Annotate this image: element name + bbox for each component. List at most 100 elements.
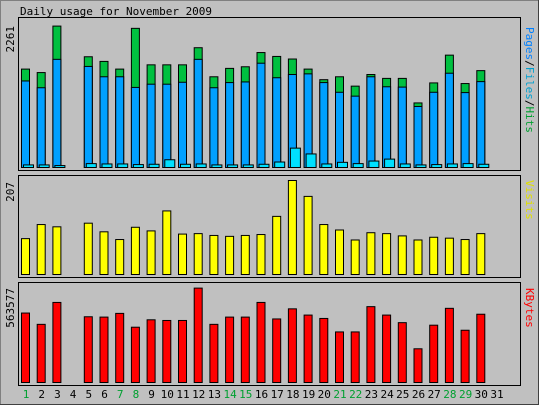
panel-visits: 207 Visits: [4, 176, 536, 278]
panel-hits: 2261 Pages/Files/Hits: [4, 18, 536, 171]
x-tick-label-23: 23: [365, 388, 378, 401]
bar-visits-7: [116, 240, 124, 275]
bar-pages-26: [416, 165, 426, 168]
bar-kbytes-30: [477, 314, 485, 382]
bar-files-12: [194, 59, 202, 167]
bar-pages-8: [133, 165, 143, 168]
bar-files-27: [430, 92, 438, 167]
x-tick-label-26: 26: [412, 388, 425, 401]
x-tick-label-11: 11: [176, 388, 189, 401]
bar-files-30: [477, 82, 485, 168]
bar-files-9: [147, 84, 155, 167]
bar-pages-6: [102, 164, 112, 168]
bar-visits-3: [53, 227, 61, 275]
bar-kbytes-6: [100, 317, 108, 382]
panel-kbytes-legend: KBytes: [523, 288, 536, 328]
bar-visits-1: [22, 239, 30, 275]
bar-visits-11: [179, 234, 187, 274]
panel-hits-legend: Pages/Files/Hits: [523, 27, 536, 133]
bar-visits-16: [257, 235, 265, 275]
bar-files-8: [131, 87, 139, 167]
x-tick-label-12: 12: [192, 388, 205, 401]
bar-kbytes-10: [163, 320, 171, 382]
bar-files-2: [37, 88, 45, 168]
panel-kbytes-max-label: 563577: [4, 288, 17, 328]
bar-files-22: [351, 96, 359, 167]
x-tick-label-6: 6: [101, 388, 108, 401]
bar-kbytes-27: [430, 325, 438, 382]
bar-pages-18: [290, 148, 300, 167]
bar-visits-2: [37, 225, 45, 275]
x-tick-label-28: 28: [443, 388, 456, 401]
bar-files-20: [320, 83, 328, 168]
bar-kbytes-7: [116, 313, 124, 382]
bar-pages-9: [149, 164, 159, 167]
bar-kbytes-14: [226, 317, 234, 382]
bar-pages-29: [463, 164, 473, 168]
bar-files-14: [226, 83, 234, 168]
bar-kbytes-22: [351, 332, 359, 383]
x-tick-label-29: 29: [459, 388, 472, 401]
bar-pages-15: [243, 165, 253, 168]
legend-files: Files: [523, 67, 536, 100]
bar-files-3: [53, 59, 61, 167]
bar-kbytes-19: [304, 315, 312, 382]
bar-pages-16: [259, 164, 269, 167]
bar-pages-27: [432, 165, 442, 168]
bar-visits-17: [273, 216, 281, 274]
bar-visits-30: [477, 234, 485, 275]
x-tick-label-17: 17: [271, 388, 284, 401]
bar-files-29: [461, 93, 469, 168]
bar-files-24: [383, 87, 391, 168]
x-tick-label-30: 30: [475, 388, 488, 401]
bar-files-16: [257, 63, 265, 167]
x-tick-label-31: 31: [490, 388, 503, 401]
bar-kbytes-17: [273, 319, 281, 383]
x-tick-label-24: 24: [380, 388, 394, 401]
bar-files-6: [100, 77, 108, 168]
bar-visits-21: [336, 230, 344, 275]
bar-pages-11: [181, 164, 191, 167]
x-tick-label-15: 15: [239, 388, 252, 401]
bar-files-1: [22, 81, 30, 168]
bar-pages-21: [338, 162, 348, 167]
bar-pages-20: [322, 164, 332, 168]
bar-kbytes-18: [288, 309, 296, 383]
x-tick-label-5: 5: [85, 388, 92, 401]
bar-pages-14: [228, 165, 238, 168]
x-tick-label-21: 21: [333, 388, 346, 401]
x-tick-label-25: 25: [396, 388, 409, 401]
bar-kbytes-2: [37, 324, 45, 382]
bar-files-25: [398, 87, 406, 167]
bar-pages-19: [306, 154, 316, 168]
bar-visits-24: [383, 234, 391, 275]
bar-kbytes-28: [445, 308, 453, 382]
panel-visits-max-label: 207: [4, 182, 17, 202]
bar-kbytes-23: [367, 307, 375, 383]
bar-files-26: [414, 106, 422, 167]
x-tick-label-27: 27: [428, 388, 441, 401]
bar-files-28: [445, 73, 453, 167]
bar-kbytes-16: [257, 302, 265, 382]
bar-visits-5: [84, 223, 92, 274]
bar-files-23: [367, 77, 375, 168]
bar-kbytes-1: [22, 313, 30, 382]
bar-pages-5: [86, 164, 96, 168]
bar-kbytes-24: [383, 315, 391, 382]
bar-visits-23: [367, 233, 375, 275]
bar-pages-13: [212, 165, 222, 168]
x-tick-label-16: 16: [255, 388, 268, 401]
bar-kbytes-21: [336, 332, 344, 383]
legend-sep-2: /: [523, 100, 536, 107]
panel-kbytes: 563577 KBytes: [4, 283, 536, 386]
bar-visits-18: [288, 181, 296, 275]
bar-pages-30: [479, 164, 489, 167]
bar-files-10: [163, 84, 171, 167]
bar-visits-8: [131, 227, 139, 274]
bar-pages-12: [196, 164, 206, 168]
bar-files-21: [336, 92, 344, 167]
bar-files-15: [241, 82, 249, 168]
bar-kbytes-25: [398, 323, 406, 383]
x-tick-label-9: 9: [148, 388, 155, 401]
bar-kbytes-29: [461, 330, 469, 382]
